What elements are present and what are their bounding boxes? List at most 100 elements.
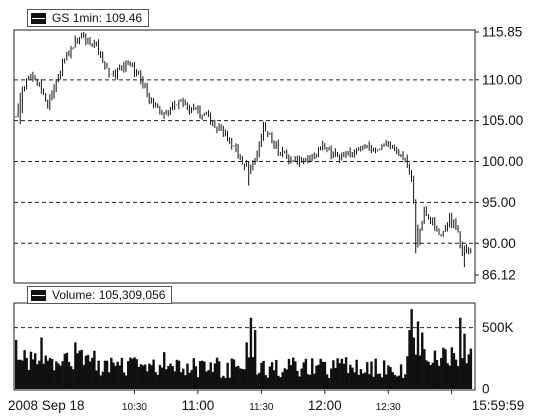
volume-bar: [59, 365, 62, 389]
volume-bar: [25, 358, 28, 389]
volume-bar: [116, 361, 119, 389]
volume-bar: [131, 358, 134, 389]
volume-bar: [429, 364, 432, 389]
volume-bar: [67, 361, 71, 389]
volume-bar: [366, 362, 369, 389]
volume-bar: [232, 359, 236, 389]
volume-bar: [141, 365, 145, 389]
volume-bar: [217, 361, 221, 389]
volume-bar: [332, 360, 335, 389]
volume-bar: [86, 354, 90, 389]
price-tick-label: 115.85: [482, 25, 522, 40]
volume-bar: [469, 348, 473, 389]
volume-bar: [421, 332, 424, 389]
volume-bar: [319, 358, 322, 389]
volume-panel: 500K 0: [13, 302, 514, 397]
volume-bars: [14, 309, 473, 389]
volume-bar: [29, 351, 33, 389]
volume-bar: [228, 377, 231, 389]
volume-bar: [84, 355, 88, 389]
volume-bar: [82, 364, 86, 389]
volume-legend-value: 105,309,056: [98, 288, 166, 302]
volume-bar: [110, 357, 113, 389]
volume-bar: [253, 330, 257, 389]
volume-bar: [88, 361, 92, 389]
volume-bar: [213, 363, 217, 389]
volume-bar: [260, 362, 263, 389]
volume-bar: [162, 352, 166, 389]
volume-bar: [230, 358, 234, 389]
time-axis: 2008 Sep 18 10:30 11:00 11:30 12:00 12:30 15:5…: [8, 390, 524, 413]
volume-bar: [69, 366, 73, 389]
volume-bar: [205, 371, 208, 389]
volume-bar: [418, 355, 422, 389]
volume-bar: [266, 377, 270, 389]
volume-bar: [177, 360, 181, 389]
volume-bar: [368, 374, 371, 389]
volume-bar: [190, 369, 193, 389]
volume-bar: [80, 349, 83, 389]
price-tick-label: 105.00: [482, 113, 523, 128]
volume-bar: [355, 359, 358, 389]
volume-bar: [323, 361, 327, 389]
volume-bar: [281, 372, 284, 389]
volume-bar: [97, 360, 100, 389]
volume-bar: [406, 356, 409, 389]
volume-bar: [124, 375, 128, 389]
volume-bar: [258, 372, 261, 389]
volume-bar: [175, 359, 179, 389]
volume-bar: [304, 358, 308, 389]
volume-bar: [330, 368, 333, 389]
volume-bar: [245, 342, 248, 389]
volume-bar: [317, 364, 320, 389]
volume-bar: [237, 365, 240, 389]
volume-bar: [315, 365, 318, 389]
volume-bar: [211, 371, 215, 389]
price-bars: [15, 32, 472, 268]
volume-bar: [112, 362, 115, 389]
volume-bar: [220, 377, 223, 389]
volume-bar: [127, 361, 130, 389]
volume-bar: [14, 339, 18, 389]
volume-bar: [264, 375, 267, 389]
volume-bar: [188, 372, 191, 389]
volume-bar: [338, 363, 341, 389]
volume-bar: [378, 373, 382, 389]
volume-bar: [91, 357, 94, 389]
price-legend-value: 109.46: [105, 11, 143, 25]
volume-bar: [146, 371, 149, 389]
price-axis: 115.85 110.00 105.00 100.00 95.00 90.00 86.12: [475, 25, 523, 283]
volume-bar: [353, 372, 356, 389]
volume-bar: [239, 368, 242, 389]
volume-bar: [251, 357, 255, 389]
volume-bar: [287, 358, 291, 389]
volume-bar: [101, 371, 105, 389]
volume-legend-title: Volume: [52, 288, 93, 302]
volume-bar: [152, 359, 155, 389]
volume-bar: [446, 363, 449, 389]
volume-bar: [148, 363, 151, 389]
volume-bar: [363, 372, 367, 389]
volume-bar: [194, 366, 198, 389]
price-tick-label: 100.00: [482, 154, 523, 169]
price-tick-label: 90.00: [482, 236, 516, 251]
volume-bar: [349, 364, 352, 389]
volume-bar: [431, 362, 435, 389]
volume-bar: [129, 357, 132, 389]
volume-bar: [33, 353, 37, 389]
volume-bar: [133, 357, 136, 389]
volume-bar: [53, 370, 56, 389]
volume-bar: [340, 358, 344, 389]
volume-bar: [158, 364, 162, 389]
volume-bar: [300, 368, 303, 389]
volume-bar: [296, 370, 299, 389]
volume-bar: [342, 363, 346, 389]
volume-bar: [114, 365, 117, 389]
volume-bar: [165, 369, 168, 389]
volume-bar: [243, 369, 246, 389]
volume-bar: [50, 359, 54, 389]
volume-bar: [192, 358, 196, 389]
volume-bar: [391, 372, 394, 389]
volume-bar: [46, 360, 50, 389]
